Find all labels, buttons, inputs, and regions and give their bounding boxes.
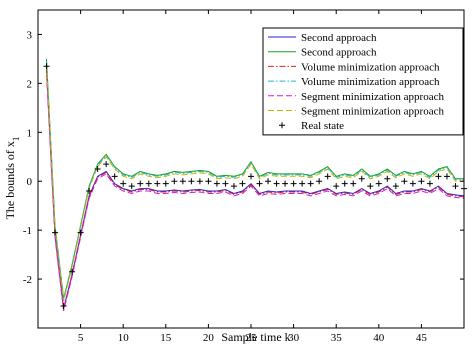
real-state-point	[43, 63, 50, 70]
series-line-0	[46, 68, 465, 309]
x-tick-label: 10	[118, 332, 130, 344]
real-state-point	[299, 180, 306, 187]
real-state-point	[256, 180, 263, 187]
legend-marker	[279, 122, 285, 129]
real-state-point	[350, 180, 357, 187]
x-tick-label: 35	[331, 332, 343, 344]
real-state-point	[341, 180, 348, 187]
real-state-point	[316, 178, 323, 185]
x-tick-label: 40	[373, 332, 385, 344]
real-state-point	[452, 183, 459, 190]
plot-area	[43, 58, 467, 312]
real-state-point	[273, 180, 280, 187]
real-state-point	[179, 178, 186, 185]
real-state-point	[282, 180, 289, 187]
real-state-point	[401, 178, 408, 185]
real-state-point	[120, 180, 127, 187]
series-line-3	[46, 61, 464, 300]
real-state-point	[358, 175, 365, 182]
legend-label: Volume minimization approach	[301, 76, 440, 88]
real-state-point	[384, 175, 391, 182]
real-state-point	[205, 178, 212, 185]
real-state-point	[213, 180, 220, 187]
real-state-point	[145, 180, 152, 187]
legend-label: Real state	[301, 120, 344, 132]
real-state-point	[230, 183, 237, 190]
real-state-point	[111, 173, 118, 180]
legend-label: Segment minimization approach	[301, 106, 444, 118]
y-axis-label: The bounds of x1	[3, 137, 21, 220]
real-state-point	[188, 178, 195, 185]
real-state-point	[69, 268, 76, 275]
real-state-point	[375, 180, 382, 187]
x-tick-label: 25	[246, 332, 258, 344]
y-axis-label-subscript: 1	[11, 137, 21, 142]
real-state-point	[290, 180, 297, 187]
real-state-point	[162, 180, 169, 187]
series-line-4	[46, 73, 465, 312]
real-state-point	[418, 178, 425, 185]
y-tick-label: -1	[23, 225, 32, 237]
real-state-point	[443, 173, 450, 180]
real-state-point	[324, 173, 331, 180]
y-tick-label: -2	[23, 274, 32, 286]
real-state-point	[392, 183, 399, 190]
legend: Second approach Second approach Volume min…	[262, 27, 464, 136]
real-state-point	[86, 188, 93, 195]
axes: 5 10 15 20 25 30 35 40 45 -2 -1 0 1 2 3	[23, 9, 465, 344]
real-state-point	[103, 161, 110, 168]
real-state-point	[171, 178, 178, 185]
real-state-point	[137, 180, 144, 187]
real-state-point	[60, 302, 67, 309]
real-state-point	[409, 180, 416, 187]
legend-label: Volume minimization approach	[301, 61, 440, 73]
x-tick-label: 20	[203, 332, 215, 344]
legend-label: Second approach	[301, 32, 377, 44]
y-tick-label: 0	[27, 176, 33, 188]
x-tick-label: 45	[416, 332, 428, 344]
legend-label: Second approach	[301, 47, 377, 59]
x-axis-label: Sample time k	[221, 330, 290, 344]
x-tick-label: 15	[160, 332, 172, 344]
x-tick-label: 30	[288, 332, 300, 344]
real-state-point	[265, 178, 272, 185]
y-tick-label: 1	[27, 127, 33, 139]
real-state-point	[154, 180, 161, 187]
real-state-point	[196, 178, 203, 185]
y-axis-label-text: The bounds of x	[3, 141, 17, 219]
real-state-point	[248, 173, 254, 180]
series-line-2	[46, 71, 465, 310]
real-state-point	[77, 229, 84, 236]
series-line-5	[46, 63, 464, 302]
real-state-point	[307, 180, 314, 187]
real-state-point	[222, 180, 229, 187]
legend-label: Segment minimization approach	[301, 91, 444, 103]
real-state-point	[426, 180, 433, 187]
x-tick-label: 5	[78, 332, 84, 344]
y-tick-label: 2	[27, 78, 33, 90]
real-state-point	[333, 183, 340, 190]
legend-box	[262, 27, 464, 136]
real-state-point	[128, 183, 135, 190]
real-state-point	[239, 180, 246, 187]
real-state-point	[435, 173, 442, 180]
real-state-point	[367, 183, 374, 190]
y-tick-label: 3	[27, 29, 33, 41]
real-state-point	[94, 166, 101, 172]
real-state-point	[52, 229, 59, 236]
